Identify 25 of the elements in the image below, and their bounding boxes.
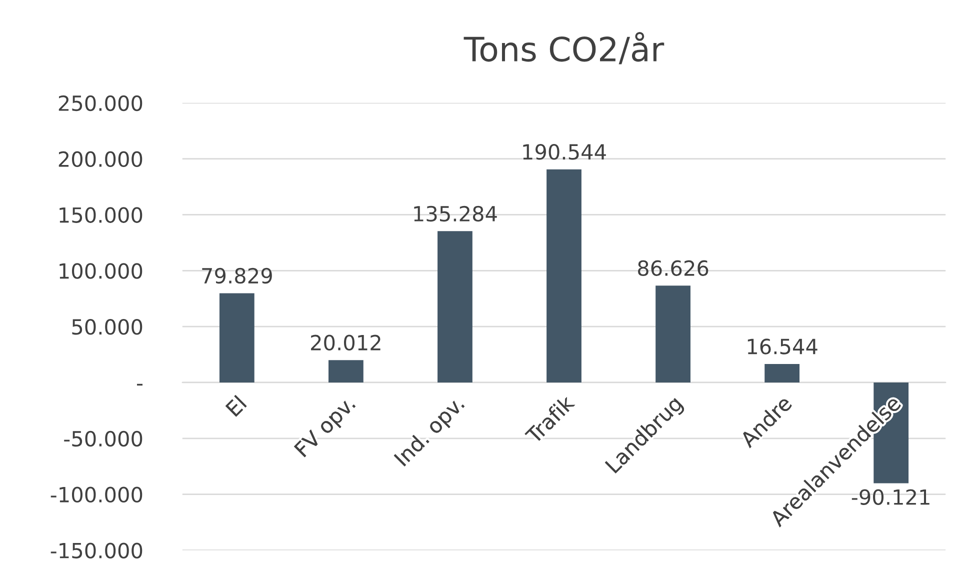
- bar: [656, 286, 690, 382]
- bar: [764, 364, 800, 382]
- y-tick-label: 200.000: [58, 151, 142, 168]
- bar: [438, 231, 472, 382]
- x-tick-label: FV opv.: [294, 396, 359, 460]
- y-tick-label: 100.000: [60, 263, 142, 279]
- data-label: 190.544: [523, 144, 606, 160]
- chart-title: Tons CO2/år: [464, 32, 664, 64]
- y-tick-label: 50.000: [72, 319, 142, 335]
- data-label: 16.544: [748, 338, 818, 354]
- y-tick-label: 150.000: [60, 207, 142, 223]
- x-tick-label: El: [224, 394, 247, 417]
- data-label: 20.012: [311, 334, 380, 351]
- bar: [546, 169, 582, 382]
- data-label: 86.626: [638, 260, 708, 276]
- data-label: 135.284: [414, 206, 497, 222]
- y-tick-label: -150.000: [50, 542, 142, 558]
- y-tick-label: -50.000: [64, 430, 142, 447]
- bar: [328, 360, 364, 382]
- x-tick-label: Ind. opv.: [393, 395, 468, 470]
- y-tick-label: -: [137, 384, 142, 386]
- bar: [219, 293, 254, 382]
- y-tick-label: -100.000: [50, 486, 142, 503]
- y-tick-label: 250.000: [58, 95, 142, 112]
- data-label: 79.829: [202, 268, 272, 284]
